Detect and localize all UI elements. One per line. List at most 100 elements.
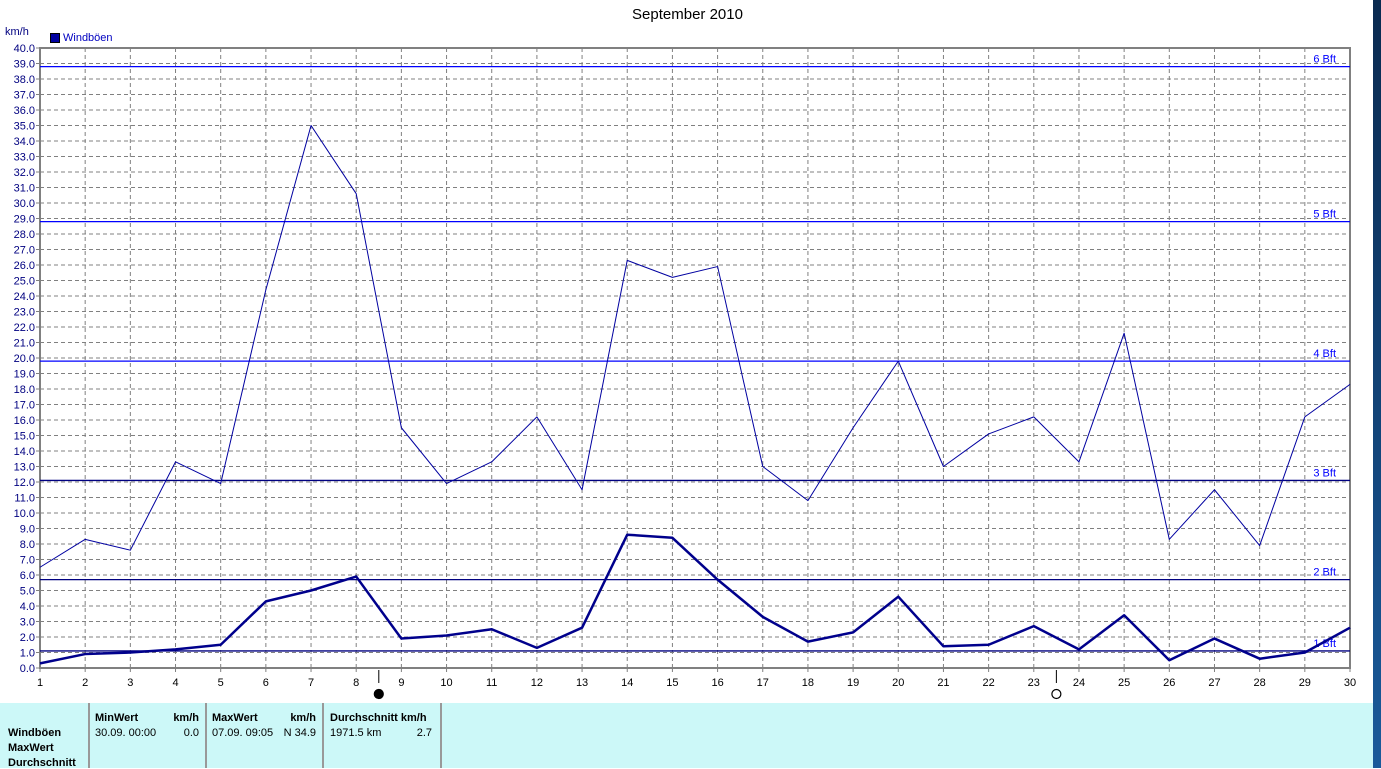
y-tick-label: 24.0 [14,291,35,303]
x-tick-label: 22 [982,677,994,689]
x-tick-label: 29 [1299,677,1311,689]
x-tick-label: 19 [847,677,859,689]
min-value: 0.0 [184,727,199,739]
y-tick-label: 36.0 [14,105,35,117]
min-datetime: 30.09. 00:00 [95,727,156,739]
min-column: MinWert km/h 30.09. 00:00 0.0 [90,703,207,768]
y-tick-label: 25.0 [14,276,35,288]
bft-label: 3 Bft [1313,467,1336,479]
min-header: MinWert [95,712,138,724]
y-tick-label: 28.0 [14,229,35,241]
bft-label: 4 Bft [1313,348,1336,360]
x-tick-label: 18 [802,677,814,689]
x-tick-label: 13 [576,677,588,689]
new-moon-icon [1052,690,1061,699]
bft-label: 2 Bft [1313,567,1336,579]
x-tick-label: 10 [440,677,452,689]
y-tick-label: 8.0 [20,539,35,551]
row-label: MaxWert [8,742,54,754]
x-tick-label: 14 [621,677,633,689]
y-tick-label: 13.0 [14,462,35,474]
x-tick-label: 2 [82,677,88,689]
y-tick-label: 26.0 [14,260,35,272]
avg-column: Durchschnitt km/h 1971.5 km 2.7 [324,703,442,768]
y-tick-label: 10.0 [14,508,35,520]
x-tick-label: 23 [1028,677,1040,689]
y-tick-label: 6.0 [20,570,35,582]
x-tick-label: 8 [353,677,359,689]
y-tick-label: 33.0 [14,152,35,164]
bft-label: 1 Bft [1313,638,1336,650]
y-tick-label: 19.0 [14,369,35,381]
y-tick-label: 34.0 [14,136,35,148]
y-tick-label: 17.0 [14,400,35,412]
max-unit: km/h [290,712,316,724]
x-tick-label: 3 [127,677,133,689]
bft-label: 6 Bft [1313,54,1336,66]
x-tick-label: 1 [37,677,43,689]
min-unit: km/h [173,712,199,724]
y-tick-label: 9.0 [20,524,35,536]
max-value: N 34.9 [284,727,316,739]
x-tick-label: 16 [711,677,723,689]
y-tick-label: 38.0 [14,74,35,86]
avg-value: 2.7 [417,727,432,739]
y-tick-label: 21.0 [14,338,35,350]
y-tick-label: 16.0 [14,415,35,427]
x-tick-label: 21 [937,677,949,689]
y-tick-label: 22.0 [14,322,35,334]
x-tick-label: 12 [531,677,543,689]
desktop-edge [1373,0,1381,768]
stats-table: Windböen MaxWert Durchschnitt MinWert km… [0,703,1373,768]
max-datetime: 07.09. 09:05 [212,727,273,739]
max-column: MaxWert km/h 07.09. 09:05 N 34.9 [207,703,324,768]
x-tick-label: 11 [486,677,497,689]
max-header: MaxWert [212,712,258,724]
avg-distance: 1971.5 km [330,727,381,739]
y-tick-label: 1.0 [20,648,35,660]
row-labels-column: Windböen MaxWert Durchschnitt [0,703,90,768]
x-tick-label: 25 [1118,677,1130,689]
row-label: Windböen [8,727,61,739]
y-tick-label: 18.0 [14,384,35,396]
x-tick-label: 26 [1163,677,1175,689]
x-tick-label: 7 [308,677,314,689]
y-tick-label: 35.0 [14,121,35,133]
y-tick-label: 32.0 [14,167,35,179]
avg-header: Durchschnitt km/h [330,712,427,724]
y-tick-label: 5.0 [20,586,35,598]
full-moon-icon [374,690,383,699]
x-tick-label: 17 [757,677,769,689]
x-tick-label: 4 [172,677,178,689]
y-tick-label: 3.0 [20,617,35,629]
y-tick-label: 37.0 [14,90,35,102]
x-tick-label: 30 [1344,677,1356,689]
y-tick-label: 20.0 [14,353,35,365]
x-tick-label: 6 [263,677,269,689]
x-tick-label: 27 [1208,677,1220,689]
x-tick-label: 28 [1254,677,1266,689]
row-label: Durchschnitt [8,757,76,769]
y-tick-label: 30.0 [14,198,35,210]
y-tick-label: 14.0 [14,446,35,458]
y-tick-label: 23.0 [14,307,35,319]
y-tick-label: 7.0 [20,555,35,567]
y-tick-label: 4.0 [20,601,35,613]
chart-plot: 0.01.02.03.04.05.06.07.08.09.010.011.012… [0,0,1373,703]
x-tick-label: 9 [398,677,404,689]
x-tick-label: 5 [218,677,224,689]
y-tick-label: 39.0 [14,59,35,71]
y-tick-label: 29.0 [14,214,35,226]
y-tick-label: 15.0 [14,431,35,443]
series-line-1 [40,126,1350,568]
y-tick-label: 11.0 [14,493,35,505]
y-tick-label: 12.0 [14,477,35,489]
y-tick-label: 2.0 [20,632,35,644]
x-tick-label: 15 [666,677,678,689]
y-tick-label: 31.0 [14,183,35,195]
series-line-2 [40,535,1350,664]
x-tick-label: 20 [892,677,904,689]
y-tick-label: 27.0 [14,245,35,257]
x-tick-label: 24 [1073,677,1085,689]
y-tick-label: 0.0 [20,663,35,675]
